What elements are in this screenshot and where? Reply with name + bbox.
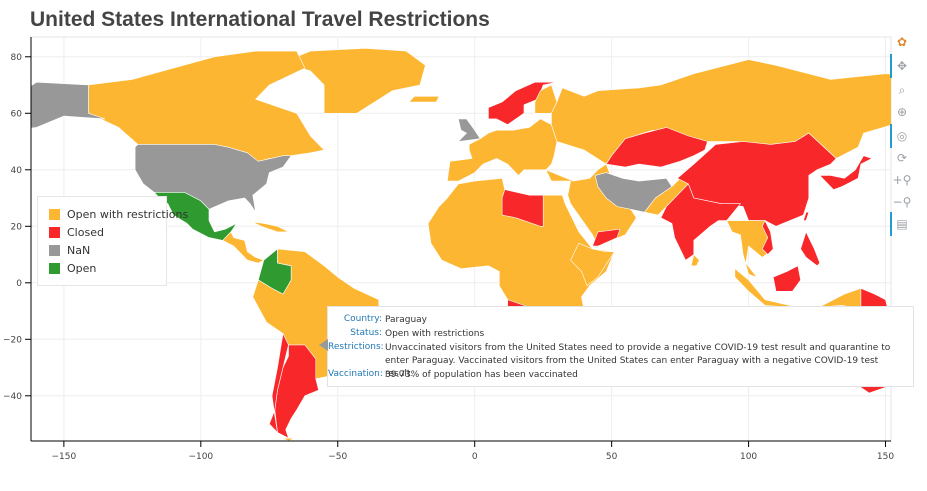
country-libya[interactable] [501, 189, 544, 227]
tooltip-status-key: Status: [350, 328, 382, 338]
legend-item[interactable]: NaN [49, 243, 90, 257]
country-alaska[interactable] [15, 81, 105, 130]
legend-label: NaN [67, 243, 91, 257]
country-sri-lanka[interactable] [690, 253, 700, 267]
y-axis-ticks: −40 −20 0 20 40 60 80 [3, 53, 31, 402]
legend-swatch [49, 208, 60, 220]
x-tick-label: −100 [188, 452, 213, 462]
tooltip-country-key: Country: [343, 314, 382, 324]
tooltip-restrictions-value: Unvaccinated visitors from the United St… [385, 343, 891, 379]
pan-icon[interactable]: ✥ [890, 54, 913, 78]
hover-tooltip: Country: Paraguay Status: Open with rest… [319, 306, 914, 387]
y-tick-label: 80 [11, 53, 23, 63]
y-tick-label: −20 [3, 335, 22, 345]
y-tick-label: −40 [3, 392, 22, 402]
legend-swatch [49, 262, 60, 274]
country-philippines[interactable] [800, 231, 821, 267]
legend-label: Closed [67, 225, 104, 239]
legend-swatch [49, 244, 60, 256]
y-tick-label: 40 [11, 166, 23, 176]
tooltip-vaccination-key: Vaccination: [328, 369, 383, 379]
country-korea-japan[interactable] [819, 155, 873, 190]
x-tick-label: 0 [472, 452, 478, 462]
country-chile[interactable] [268, 332, 289, 434]
country-ethiopia-somalia[interactable] [570, 242, 615, 287]
country-kazakhstan[interactable] [605, 127, 708, 168]
reset-icon[interactable]: ⟳ [896, 151, 908, 165]
zoom-minus-icon[interactable]: −⚲ [892, 195, 912, 209]
chart-title: United States International Travel Restr… [30, 8, 490, 31]
y-tick-label: 0 [16, 279, 22, 289]
legend-item[interactable]: Open with restrictions [49, 207, 188, 221]
legend-item[interactable]: Closed [49, 225, 104, 239]
x-tick-label: 50 [606, 452, 618, 462]
legend-label: Open with restrictions [67, 207, 189, 221]
x-tick-label: −50 [328, 452, 347, 462]
y-tick-label: 20 [11, 222, 23, 232]
zoom-plus-icon[interactable]: +⚲ [892, 173, 912, 187]
bokeh-logo-icon[interactable]: ✿ [896, 35, 908, 49]
country-taiwan[interactable] [802, 211, 810, 221]
country-greenland[interactable] [282, 47, 426, 114]
tooltip-restrictions-key: Restrictions: [328, 342, 384, 352]
country-uk[interactable] [457, 118, 481, 142]
country-india[interactable] [660, 183, 742, 261]
country-vietnam[interactable] [761, 219, 774, 255]
legend-item[interactable]: Open [49, 261, 96, 275]
x-axis-ticks: −150 −100 −50 0 50 100 150 [51, 441, 894, 462]
country-yemen[interactable] [592, 228, 621, 247]
y-tick-label: 60 [11, 109, 23, 119]
tooltip-vaccination-value: 39.73% of population has been vaccinated [385, 370, 578, 380]
wheel-zoom-icon[interactable]: ◎ [890, 124, 913, 148]
zoom-in-icon[interactable]: ⊕ [896, 105, 908, 119]
country-antarctic-strip[interactable] [282, 437, 295, 441]
country-caribbean[interactable] [244, 220, 289, 233]
hover-icon[interactable]: ▤ [890, 212, 913, 236]
country-iceland[interactable] [408, 96, 440, 103]
x-tick-label: 100 [740, 452, 757, 462]
tooltip-arrow [319, 339, 328, 351]
tooltip-country-value: Paraguay [385, 315, 428, 325]
legend: Open with restrictions Closed NaN Open [37, 196, 188, 286]
legend-swatch [49, 226, 60, 238]
legend-label: Open [67, 261, 97, 275]
country-borneo[interactable] [772, 265, 801, 292]
x-tick-label: −150 [51, 452, 76, 462]
country-central-america[interactable] [222, 231, 265, 264]
tooltip-status-value: Open with restrictions [385, 329, 485, 339]
x-tick-label: 150 [877, 452, 894, 462]
box-zoom-icon[interactable]: ⌕ [898, 82, 906, 97]
